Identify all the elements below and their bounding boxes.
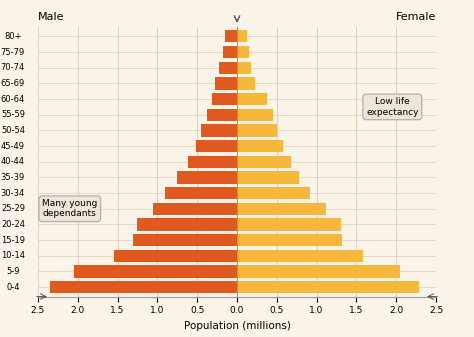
Bar xyxy=(237,30,246,42)
Bar xyxy=(188,156,237,168)
Text: Low life
expectancy: Low life expectancy xyxy=(366,97,419,117)
Bar xyxy=(114,250,237,262)
Bar xyxy=(201,124,237,136)
Bar xyxy=(237,218,340,231)
Bar xyxy=(237,250,363,262)
Bar xyxy=(237,46,249,58)
Bar xyxy=(237,62,251,74)
Bar xyxy=(196,140,237,152)
Bar xyxy=(237,281,419,293)
Bar xyxy=(50,281,237,293)
X-axis label: Population (millions): Population (millions) xyxy=(183,321,291,331)
Text: Male: Male xyxy=(38,12,64,22)
Bar xyxy=(134,234,237,246)
Text: Female: Female xyxy=(396,12,436,22)
Bar xyxy=(223,46,237,58)
Bar xyxy=(219,62,237,74)
Bar xyxy=(211,93,237,105)
Bar xyxy=(216,77,237,90)
Bar xyxy=(237,265,400,278)
Bar xyxy=(237,171,299,184)
Bar xyxy=(154,203,237,215)
Bar xyxy=(207,109,237,121)
Bar xyxy=(237,77,255,90)
Bar xyxy=(237,203,326,215)
Bar xyxy=(237,109,273,121)
Bar xyxy=(237,124,277,136)
Bar xyxy=(237,187,310,199)
Bar xyxy=(237,140,283,152)
Bar xyxy=(74,265,237,278)
Bar xyxy=(237,156,291,168)
Bar xyxy=(177,171,237,184)
Bar xyxy=(237,234,342,246)
Bar xyxy=(137,218,237,231)
Bar xyxy=(225,30,237,42)
Bar xyxy=(237,93,267,105)
Bar xyxy=(165,187,237,199)
Text: Many young
dependants: Many young dependants xyxy=(42,199,98,218)
